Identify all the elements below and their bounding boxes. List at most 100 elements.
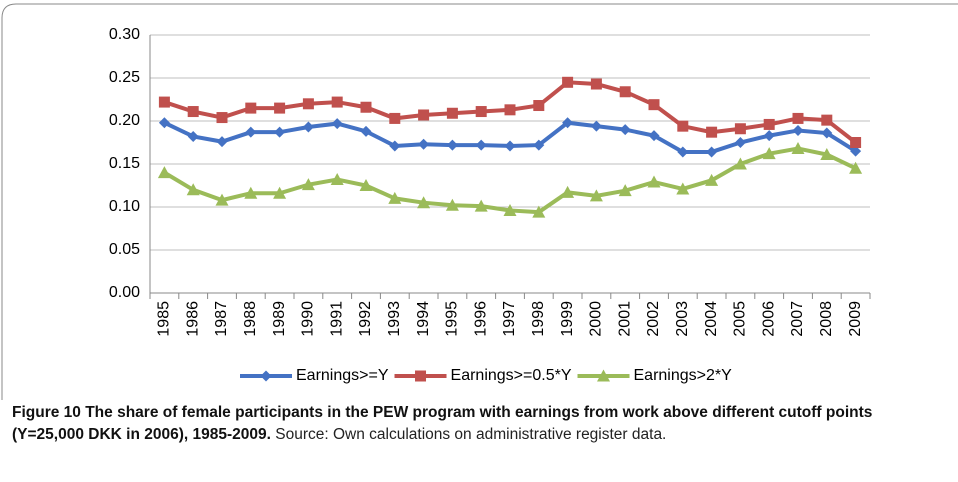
marker: [445, 198, 459, 211]
caption: Figure 10 The share of female participan…: [12, 402, 942, 446]
marker: [274, 102, 286, 114]
marker: [158, 96, 170, 108]
marker: [792, 124, 804, 136]
y-tick-label: 0.00: [109, 284, 140, 301]
marker: [590, 78, 602, 90]
marker: [389, 140, 401, 152]
marker: [850, 137, 862, 148]
y-tick-label: 0.25: [109, 69, 140, 86]
series-line: [163, 146, 857, 215]
marker: [706, 126, 718, 138]
marker: [302, 98, 314, 110]
marker: [734, 123, 746, 135]
x-tick-label: 2008: [818, 301, 835, 337]
chart: 0.00 0.05 0.10 0.15 0.20 0.25 0.30 1985 1986 1987…: [1, 3, 958, 400]
marker: [619, 86, 631, 98]
legend-label: Earnings>=Y: [296, 367, 389, 384]
marker: [618, 184, 632, 197]
marker: [589, 189, 603, 202]
marker: [532, 205, 546, 218]
marker: [330, 172, 344, 185]
x-tick-label: 1990: [300, 301, 317, 337]
marker: [417, 196, 431, 209]
x-tick-label: 1991: [328, 301, 345, 337]
marker: [504, 140, 516, 152]
marker: [216, 112, 228, 124]
marker: [647, 175, 661, 188]
x-tick-label: 2004: [703, 301, 720, 337]
marker: [821, 127, 833, 139]
x-tick-label: 2005: [732, 301, 749, 337]
legend-label: Earnings>2*Y: [634, 367, 733, 384]
x-tick-label: 1993: [386, 301, 403, 337]
marker: [762, 147, 776, 160]
marker: [676, 182, 690, 195]
marker: [245, 102, 257, 114]
x-tick-label: 2003: [674, 301, 691, 337]
marker: [187, 130, 199, 142]
marker: [216, 136, 228, 148]
marker: [244, 186, 258, 199]
marker: [475, 106, 487, 118]
marker: [820, 148, 834, 161]
marker: [763, 130, 775, 142]
marker: [733, 157, 747, 170]
marker: [503, 203, 517, 216]
marker: [215, 193, 229, 206]
marker: [331, 96, 343, 108]
marker: [331, 118, 343, 130]
marker: [388, 191, 402, 204]
marker: [389, 112, 401, 124]
marker: [273, 186, 287, 199]
marker: [301, 178, 315, 191]
marker: [158, 117, 170, 129]
marker: [619, 124, 631, 136]
marker: [187, 106, 199, 118]
marker: [763, 118, 775, 130]
x-tick-label: 1988: [242, 301, 259, 337]
marker: [157, 166, 171, 179]
marker: [260, 370, 272, 382]
marker: [533, 139, 545, 151]
marker: [475, 139, 487, 151]
marker: [597, 369, 610, 382]
x-tick-label: 1999: [559, 301, 576, 337]
marker: [677, 146, 689, 158]
caption-label: Figure 10 The share of female participan…: [12, 404, 873, 443]
marker: [474, 199, 488, 212]
marker: [562, 76, 574, 88]
marker: [533, 100, 545, 112]
x-tick-label: 1995: [444, 301, 461, 337]
marker: [562, 117, 574, 129]
marker: [415, 370, 427, 382]
x-tick-label: 2001: [616, 301, 633, 337]
marker: [446, 139, 458, 151]
marker: [245, 126, 257, 138]
marker: [791, 142, 805, 155]
marker: [446, 107, 458, 119]
x-tick-label: 1986: [184, 301, 201, 337]
marker: [418, 138, 430, 150]
y-tick-label: 0.05: [109, 241, 140, 258]
y-tick-label: 0.30: [109, 26, 140, 43]
marker: [360, 125, 372, 137]
marker: [849, 161, 863, 174]
x-tick-label: 1987: [213, 301, 230, 337]
y-tick-label: 0.10: [109, 198, 140, 215]
y-tick-label: 0.20: [109, 112, 140, 129]
marker: [302, 121, 314, 133]
x-tick-label: 2002: [645, 301, 662, 337]
marker: [850, 145, 862, 157]
legend-label: Earnings>=0.5*Y: [451, 367, 572, 384]
marker: [186, 183, 200, 196]
caption-text: Source: Own calculations on administrati…: [275, 426, 667, 443]
x-tick-label: 2006: [760, 301, 777, 337]
marker: [590, 120, 602, 132]
x-tick-label: 1996: [472, 301, 489, 337]
marker: [792, 112, 804, 124]
marker: [677, 120, 689, 132]
marker: [418, 109, 430, 121]
x-tick-label: 2000: [588, 301, 605, 337]
x-tick-label: 1998: [530, 301, 547, 337]
